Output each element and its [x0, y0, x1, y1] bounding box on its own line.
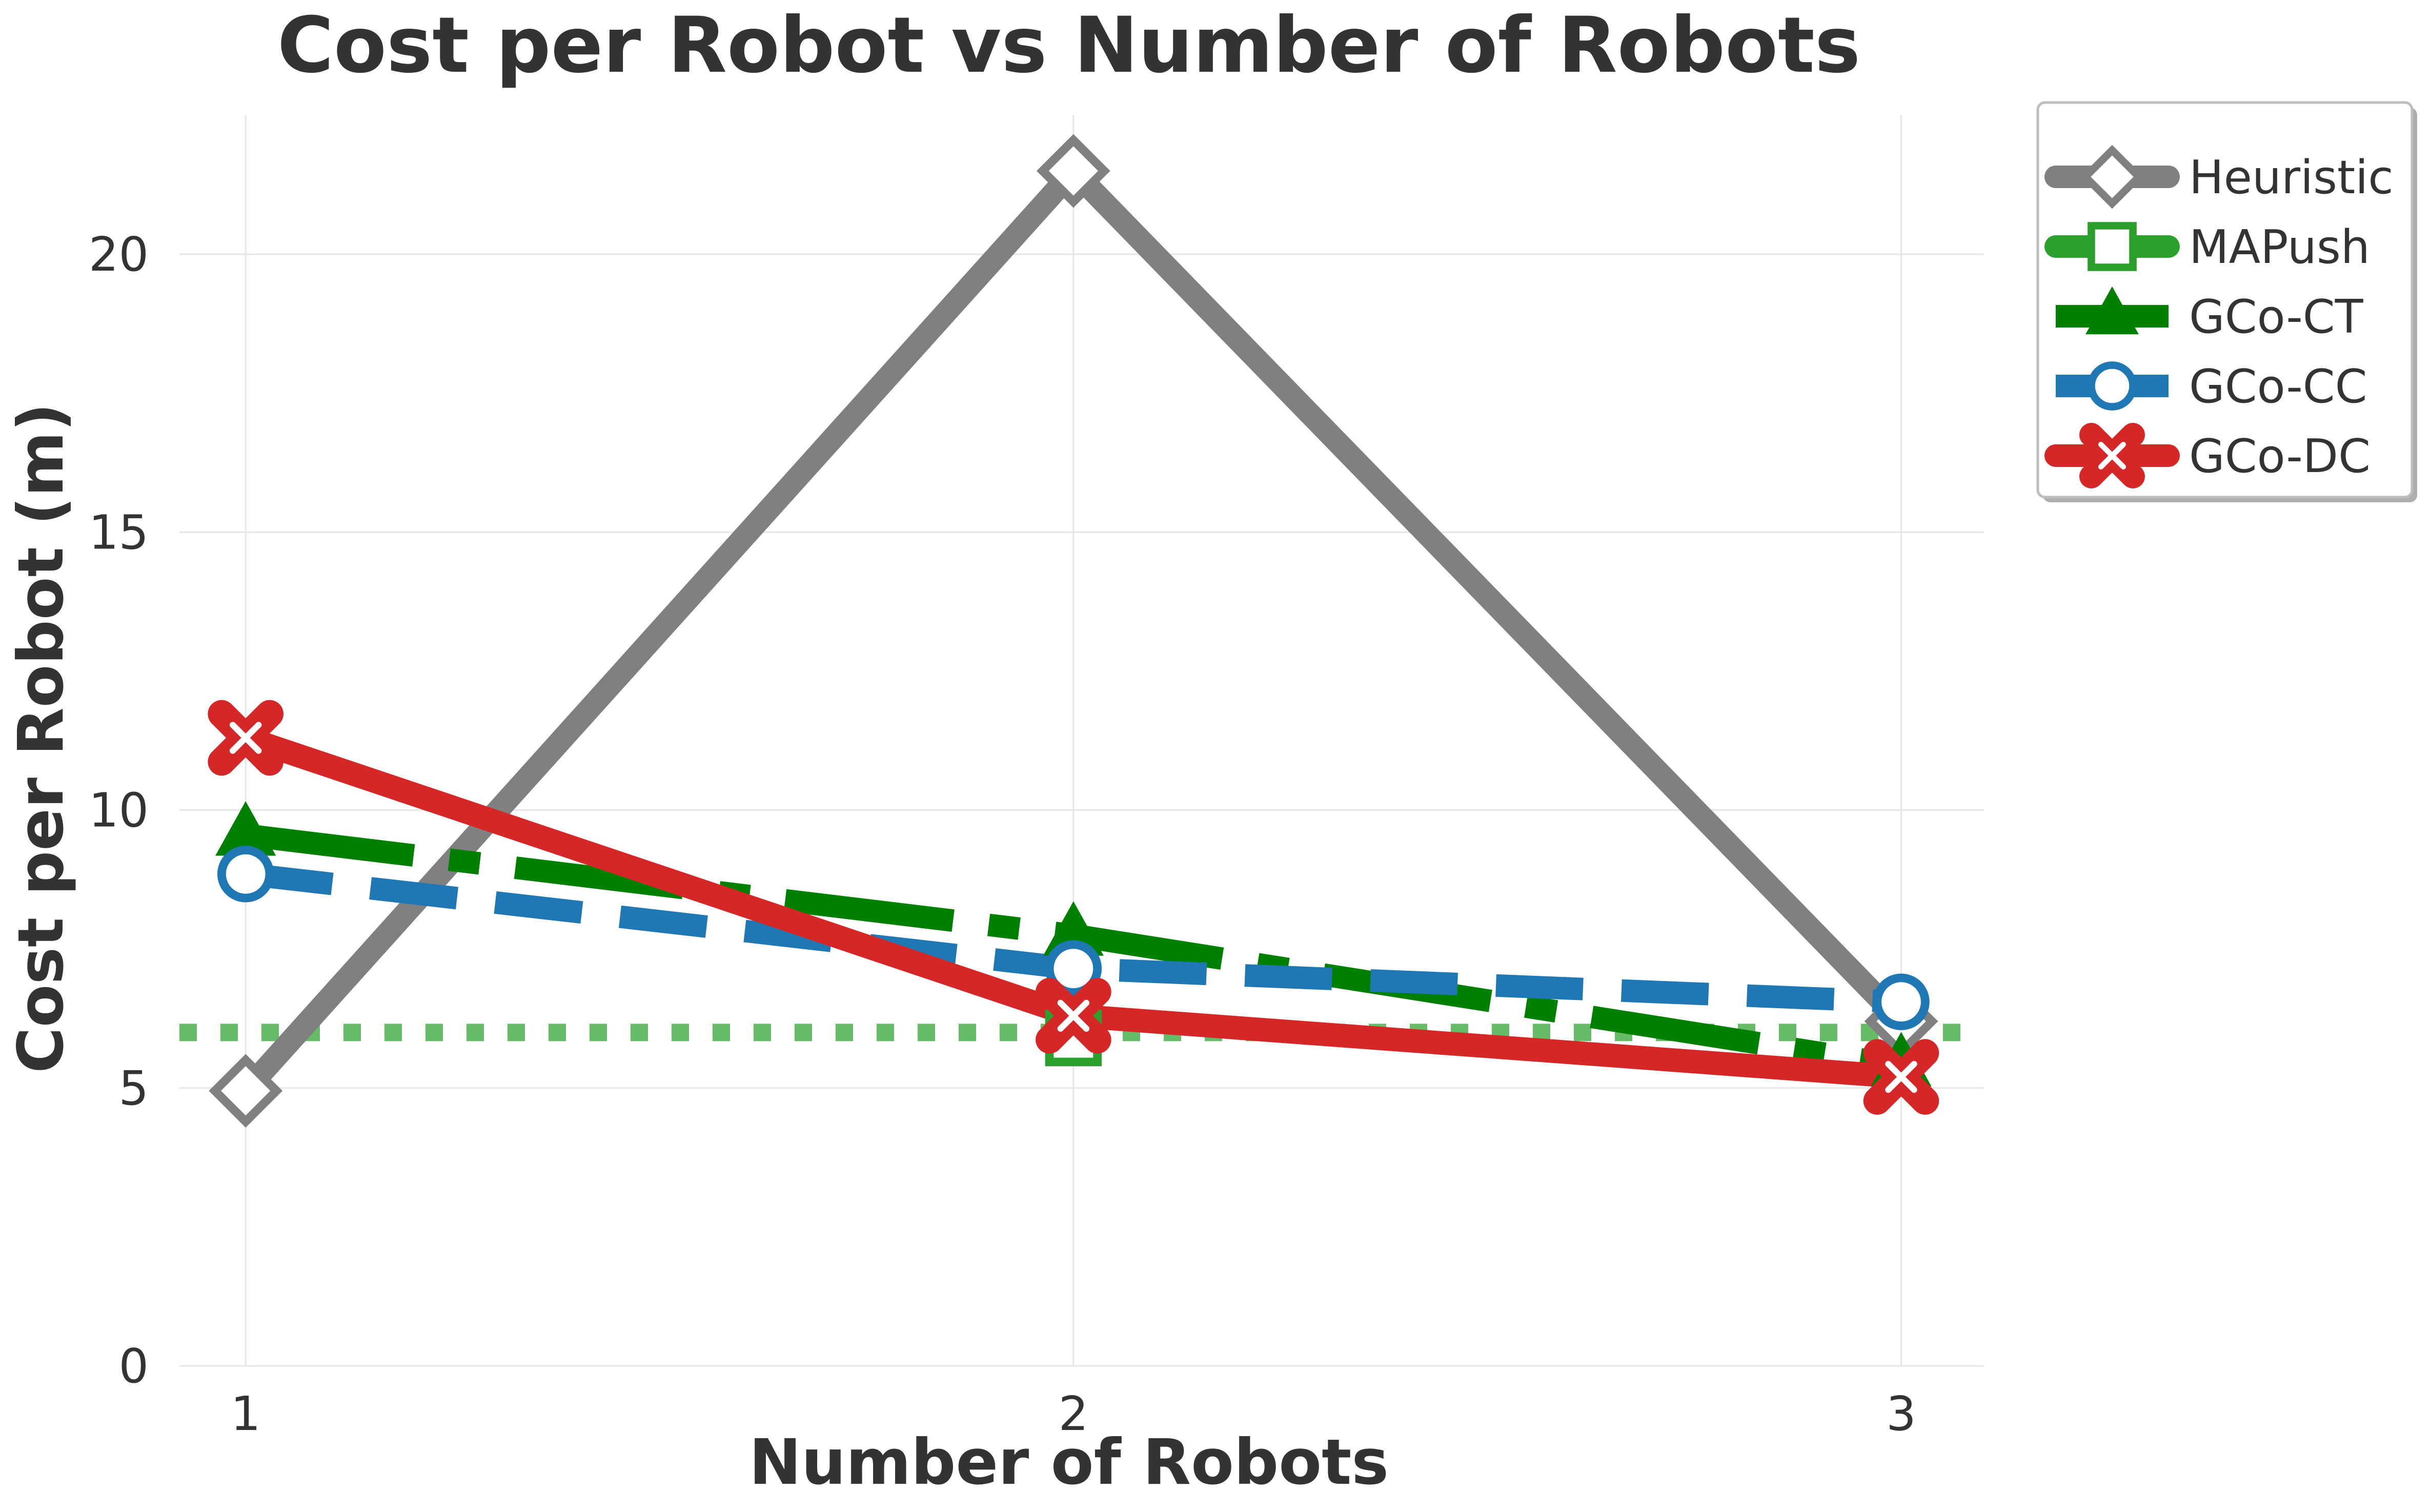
x-tick-label: 3 [1886, 1386, 1916, 1441]
y-tick-label: 20 [89, 227, 149, 282]
legend-item-gco-dc: GCo-DC [2044, 423, 2371, 488]
y-tick-label: 5 [118, 1061, 149, 1116]
legend-marker-heuristic [2080, 145, 2144, 209]
legend-label: GCo-CT [2189, 290, 2364, 344]
tick-labels: 0 5 10 15 20 1 2 3 [89, 227, 1916, 1441]
legend: Heuristic MAPush GCo-CT GCo-CC GCo-DC [2036, 101, 2417, 502]
legend-marker-mapush [2088, 222, 2137, 271]
y-tick-label: 15 [89, 505, 149, 560]
legend-label: GCo-DC [2189, 430, 2371, 483]
marker-gco-dc [1863, 1039, 1939, 1115]
marker-layer [208, 134, 1939, 1128]
legend-marker-gco-dc [2079, 423, 2145, 488]
legend-item-gco-ct: GCo-CT [2056, 286, 2364, 344]
legend-item-mapush: MAPush [2044, 220, 2370, 274]
legend-label: MAPush [2189, 220, 2370, 274]
marker-gco-cc [217, 846, 274, 903]
legend-marker-gco-ct [2085, 286, 2139, 335]
legend-label: Heuristic [2189, 151, 2394, 205]
marker-gco-dc [1036, 978, 1111, 1054]
marker-gco-dc [208, 700, 283, 776]
legend-marker-gco-cc [2088, 361, 2137, 411]
marker-heuristic [1036, 134, 1110, 208]
y-tick-label: 10 [89, 783, 149, 838]
legend-item-gco-cc: GCo-CC [2056, 360, 2367, 414]
marker-gco-cc [1873, 973, 1930, 1030]
x-tick-label: 1 [231, 1386, 261, 1441]
marker-gco-cc [1045, 940, 1102, 997]
legend-item-heuristic: Heuristic [2044, 145, 2394, 209]
y-axis-label: Cost per Robot (m) [5, 403, 77, 1073]
legend-label: GCo-CC [2189, 360, 2367, 414]
marker-heuristic [209, 1054, 283, 1128]
x-axis-label: Number of Robots [749, 1426, 1389, 1499]
grid [179, 115, 1984, 1367]
x-tick-label: 2 [1059, 1386, 1089, 1441]
chart-title: Cost per Robot vs Number of Robots [277, 1, 1860, 90]
y-tick-label: 0 [118, 1339, 149, 1394]
